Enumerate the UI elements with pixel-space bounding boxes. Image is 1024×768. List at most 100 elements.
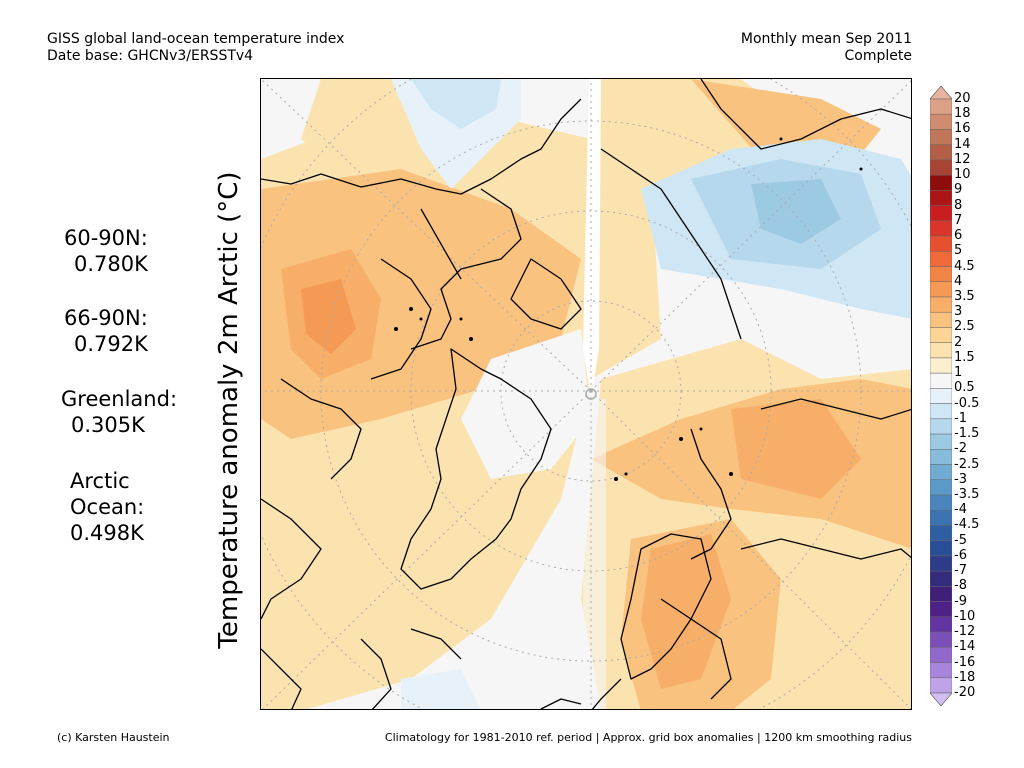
colorbar-tick-label: 1.5 (954, 349, 975, 365)
colorbar-cell (930, 616, 952, 633)
colorbar-cell (930, 235, 952, 252)
completeness-label: Complete (844, 48, 912, 64)
stat-greenland: Greenland: 0.305K (61, 386, 177, 438)
anomaly-region (731, 399, 861, 499)
anomaly-region (401, 669, 481, 709)
colorbar-tick-label: 18 (954, 106, 971, 122)
period-label: Monthly mean Sep 2011 (740, 31, 912, 47)
colorbar-cell (930, 479, 952, 496)
colorbar-cell (930, 174, 952, 191)
colorbar-cell (930, 357, 952, 374)
data-base-label: Date base: GHCNv3/ERSSTv4 (47, 48, 254, 64)
stat-label-2: Ocean: (70, 495, 145, 519)
colorbar-cell (930, 281, 952, 298)
colorbar-tick-label: -6 (954, 547, 967, 563)
colorbar-tick-label: -1.5 (954, 426, 980, 442)
colorbar-cell (930, 342, 952, 359)
stat-60-90n: 60-90N: 0.780K (64, 225, 148, 277)
colorbar-tick-label: -4 (954, 502, 967, 518)
graticule (261, 79, 911, 709)
colorbar-cell (930, 586, 952, 602)
colorbar-cell (930, 311, 952, 328)
colorbar-tick-label: -4.5 (954, 517, 980, 533)
colorbar-tick-label: -7 (954, 563, 967, 579)
colorbar-tick-label: -16 (954, 654, 976, 670)
colorbar-cell (930, 631, 952, 648)
colorbar-tick-label: -14 (954, 639, 976, 655)
data-gap (583, 399, 606, 709)
colorbar-cell (930, 327, 952, 343)
stat-label: 60-90N: (64, 226, 148, 250)
stat-label: 66-90N: (64, 306, 148, 330)
colorbar-tick-label: -18 (954, 669, 976, 685)
colorbar-tick-label: -9 (954, 593, 967, 609)
colorbar-tick-label: 8 (954, 197, 963, 213)
colorbar-tick-label: 3 (954, 304, 963, 320)
dataset-title: GISS global land-ocean temperature index (47, 31, 345, 47)
colorbar-cell (930, 190, 952, 206)
colorbar-cell (930, 266, 952, 283)
methodology-text: Climatology for 1981-2010 ref. period | … (384, 731, 912, 744)
colorbar-tick-label: 20 (954, 91, 971, 106)
anomaly-region (751, 179, 841, 244)
colorbar-cell (930, 403, 952, 420)
colorbar-cell (930, 525, 952, 541)
coastlines (261, 79, 911, 709)
colorbar-cell (930, 388, 952, 404)
credit-text: (c) Karsten Haustein (57, 731, 170, 744)
colorbar-tick-label: 10 (954, 167, 971, 183)
colorbar-cell (930, 464, 952, 481)
stat-66-90n: 66-90N: 0.792K (64, 305, 148, 357)
colorbar-tick-label: 4 (954, 273, 963, 289)
colorbar-cell (930, 449, 952, 465)
colorbar-arrow-bottom (930, 692, 952, 706)
anomaly-region (641, 534, 731, 689)
colorbar-tick-label: 12 (954, 151, 971, 167)
colorbar-cell (930, 555, 952, 572)
colorbar-tick-label: -0.5 (954, 395, 980, 411)
colorbar-tick-label: -12 (954, 624, 976, 640)
stat-value: 0.792K (74, 332, 148, 356)
colorbar-tick-label: 7 (954, 212, 963, 228)
colorbar-cell (930, 205, 952, 222)
colorbar-arrow-top (930, 86, 952, 100)
colorbar-cell (930, 601, 952, 618)
colorbar-cell (930, 372, 952, 389)
anomaly-region (461, 329, 591, 479)
colorbar-cell (930, 159, 952, 176)
colorbar-cell (930, 129, 952, 145)
colorbar-cell (930, 662, 952, 679)
colorbar-cell (930, 494, 952, 511)
colorbar-tick-label: 14 (954, 136, 971, 152)
colorbar (930, 86, 952, 706)
header-left: GISS global land-ocean temperature index… (47, 31, 344, 65)
stat-value: 0.498K (70, 521, 144, 545)
colorbar-tick-label: 9 (954, 182, 963, 198)
islands (394, 137, 863, 481)
colorbar-tick-label: -3 (954, 471, 967, 487)
colorbar-tick-label: -2.5 (954, 456, 980, 472)
colorbar-cell (930, 418, 952, 435)
colorbar-cell (930, 220, 952, 237)
colorbar-cell (930, 144, 952, 161)
colorbar-tick-label: 2 (954, 334, 963, 350)
colorbar-tick-label: -5 (954, 532, 967, 548)
colorbar-tick-label: 16 (954, 121, 971, 137)
colorbar-tick-label: 3.5 (954, 289, 975, 304)
colorbar-tick-label: -2 (954, 441, 967, 457)
colorbar-tick-label: 2.5 (954, 319, 975, 335)
colorbar-tick-label: 5 (954, 243, 963, 259)
anomaly-map-svg (261, 79, 911, 709)
stat-arctic-ocean: Arctic Ocean: 0.498K (70, 468, 144, 546)
north-pole-marker (585, 388, 597, 400)
stat-value: 0.305K (71, 413, 145, 437)
stat-value: 0.780K (74, 252, 148, 276)
colorbar-tick-label: 6 (954, 228, 963, 244)
colorbar-tick-label: 4.5 (954, 258, 975, 274)
colorbar-tick-label: -1 (954, 410, 967, 426)
stat-label: Arctic (70, 469, 130, 493)
colorbar-cell (930, 509, 952, 526)
stat-label: Greenland: (61, 387, 178, 411)
colorbar-cell (930, 570, 952, 587)
colorbar-tick-label: -10 (954, 608, 976, 624)
